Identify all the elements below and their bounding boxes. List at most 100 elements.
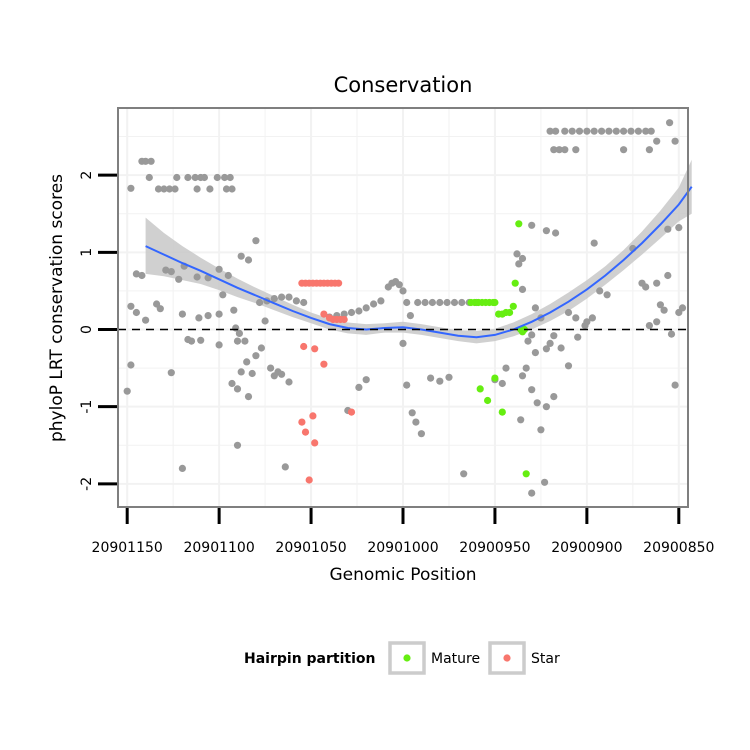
data-point <box>445 373 453 381</box>
series-star <box>298 279 356 484</box>
data-point <box>590 239 598 247</box>
data-point <box>311 439 319 447</box>
data-point <box>598 127 606 135</box>
y-tick-label: 1 <box>79 248 95 257</box>
y-tick-label: -1 <box>79 400 95 414</box>
legend-label: Mature <box>431 651 480 667</box>
data-point <box>491 374 499 382</box>
data-point <box>417 430 425 438</box>
data-point <box>531 304 540 312</box>
data-point <box>132 308 140 317</box>
data-point <box>233 385 242 393</box>
data-point <box>237 368 245 376</box>
data-point <box>428 298 436 307</box>
data-point <box>132 270 140 278</box>
data-point <box>142 157 150 165</box>
data-point <box>537 426 545 434</box>
data-point <box>572 146 580 154</box>
smooth-line <box>145 186 693 339</box>
x-tick-label: 20901100 <box>183 540 254 556</box>
data-point <box>270 372 278 380</box>
data-point <box>498 408 506 416</box>
data-point <box>574 333 582 341</box>
data-point <box>408 409 416 417</box>
x-tick-label: 20901000 <box>367 540 438 556</box>
data-point <box>414 298 422 307</box>
data-point <box>362 376 370 384</box>
data-point <box>233 441 242 449</box>
data-point <box>252 352 260 360</box>
data-point <box>256 298 264 307</box>
data-point <box>542 403 551 411</box>
legend-entry-mature: Mature <box>388 641 480 675</box>
data-point <box>320 360 328 368</box>
data-point <box>550 332 558 340</box>
data-point <box>564 308 573 317</box>
data-point <box>215 265 223 273</box>
data-point <box>612 127 620 135</box>
data-point <box>412 418 420 426</box>
data-point <box>370 300 378 308</box>
data-point <box>509 302 517 310</box>
data-point <box>340 310 348 318</box>
data-point <box>498 379 506 388</box>
legend: Hairpin partition Mature Star <box>244 641 560 675</box>
data-point <box>542 345 551 353</box>
data-point <box>165 185 174 193</box>
data-point <box>197 336 205 344</box>
data-point <box>671 137 679 145</box>
data-point <box>123 387 131 395</box>
data-point <box>502 364 510 372</box>
data-point <box>187 337 196 345</box>
data-point <box>221 173 229 182</box>
data-point <box>200 173 208 182</box>
data-point <box>362 304 370 312</box>
data-point <box>248 369 256 378</box>
series-other <box>123 119 687 497</box>
data-point <box>522 364 530 372</box>
data-point <box>517 416 525 424</box>
data-point <box>421 298 429 307</box>
data-point <box>511 279 519 287</box>
data-point <box>160 185 168 193</box>
data-point <box>184 173 192 182</box>
legend-swatch <box>403 654 411 662</box>
data-point <box>311 345 319 353</box>
legend-label: Star <box>531 651 560 667</box>
data-point <box>178 310 186 318</box>
data-point <box>605 127 613 135</box>
data-point <box>278 370 286 378</box>
data-point <box>127 302 135 310</box>
data-point <box>557 344 565 352</box>
data-point <box>145 173 153 182</box>
data-point <box>215 310 223 318</box>
data-point <box>178 464 186 472</box>
data-point <box>522 470 530 478</box>
data-point <box>460 470 468 478</box>
data-point <box>219 291 227 299</box>
data-point <box>506 308 514 317</box>
data-point <box>340 315 348 324</box>
data-point <box>215 341 223 349</box>
grid <box>118 108 688 507</box>
data-point <box>491 298 499 307</box>
data-point <box>301 428 310 436</box>
data-point <box>300 298 308 307</box>
data-point <box>528 489 536 497</box>
data-point <box>647 127 655 135</box>
data-point <box>524 337 532 345</box>
data-point <box>546 127 554 135</box>
data-point <box>285 293 293 301</box>
data-point <box>267 364 275 372</box>
data-point <box>575 127 584 135</box>
data-point <box>147 157 155 165</box>
data-point <box>653 137 661 145</box>
data-point <box>518 254 527 263</box>
data-point <box>213 173 221 182</box>
data-point <box>550 146 558 154</box>
data-point <box>561 127 569 135</box>
data-point <box>513 250 521 258</box>
data-point <box>309 412 317 420</box>
data-point <box>634 127 643 135</box>
